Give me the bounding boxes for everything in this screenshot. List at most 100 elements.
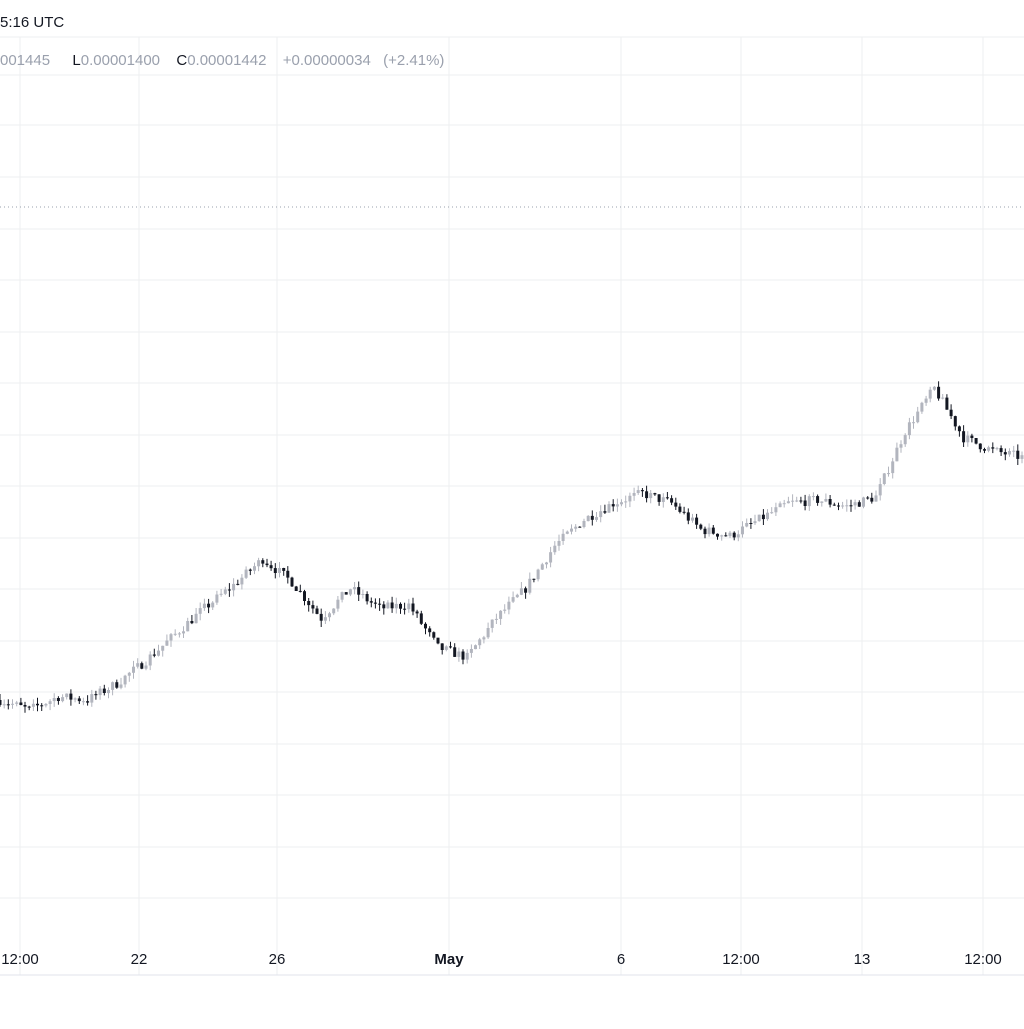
candle-body (632, 493, 636, 496)
candle-body (703, 528, 707, 535)
candle-body (15, 702, 19, 704)
candle-body (2, 704, 6, 706)
candle-body (995, 448, 999, 450)
candle (432, 631, 436, 640)
candle (912, 416, 915, 429)
candle-body (357, 587, 361, 595)
candle-body (837, 505, 840, 507)
candle-body (649, 493, 653, 499)
candle (98, 686, 102, 700)
candle-body (77, 698, 81, 702)
candle (657, 494, 661, 506)
candle-body (194, 613, 198, 624)
candle-body (665, 497, 669, 499)
candle (895, 442, 899, 462)
candle-body (394, 603, 398, 609)
time-text: 5:16 UTC (0, 14, 65, 31)
candle (524, 586, 528, 599)
candle (561, 529, 565, 545)
candle-body (707, 527, 711, 535)
candle (599, 505, 603, 523)
candle (361, 589, 365, 599)
candle-body (699, 524, 703, 529)
candle-body (61, 697, 65, 702)
candle-body (549, 552, 553, 563)
candle-body (486, 628, 490, 638)
candle (945, 394, 949, 410)
candle-body (261, 560, 265, 564)
candle (515, 593, 519, 598)
candle (77, 696, 81, 704)
candle (44, 703, 48, 708)
candle-body (102, 688, 106, 693)
candle (482, 635, 486, 644)
candle (461, 649, 465, 665)
candle-body (570, 528, 573, 532)
candle (390, 596, 394, 613)
candle-body (524, 588, 528, 593)
candle-body (820, 501, 824, 503)
candle-body (816, 496, 820, 503)
low-key: L (72, 52, 81, 69)
candle-body (152, 654, 156, 656)
candle (115, 679, 119, 689)
candle-body (653, 493, 657, 495)
candle (469, 644, 473, 658)
candle (983, 447, 986, 454)
x-tick-label: 13 (854, 951, 871, 968)
candle-body (878, 484, 882, 496)
candle (711, 525, 715, 535)
candle (607, 501, 611, 513)
candle (941, 394, 945, 400)
candle (486, 622, 490, 639)
candle (511, 591, 515, 603)
candle (261, 558, 265, 568)
candle-body (761, 514, 765, 520)
candle (974, 438, 978, 445)
candle (978, 443, 982, 453)
close-key: C (176, 52, 188, 69)
candle (94, 690, 98, 700)
candle (841, 501, 845, 509)
candle (2, 699, 6, 709)
candle-body (173, 633, 177, 635)
candle-body (582, 521, 586, 527)
candle (157, 644, 160, 657)
candle-body (186, 621, 190, 632)
candle-body (741, 526, 744, 535)
candle-body (169, 634, 173, 641)
candle-body (56, 698, 60, 701)
candle (565, 530, 569, 535)
candle (6, 699, 10, 710)
candle (811, 492, 815, 501)
candle-body (1003, 452, 1007, 455)
candle (832, 502, 836, 506)
candle (148, 651, 152, 671)
candle-body (69, 693, 73, 700)
candle-body (519, 588, 523, 595)
candle-body (244, 569, 248, 578)
candle (549, 546, 553, 568)
candle-body (507, 601, 511, 610)
candle-body (411, 603, 415, 612)
candle (716, 533, 719, 540)
candle (703, 526, 707, 539)
candle-body (6, 704, 10, 706)
candle-body (115, 682, 119, 688)
candle-body (365, 594, 369, 602)
candle (357, 581, 361, 601)
open-fragment: 001445 (0, 52, 51, 69)
candle (503, 604, 507, 614)
candle-body (791, 500, 795, 502)
candle (173, 629, 177, 636)
candle-body (895, 447, 899, 462)
candle-body (691, 517, 694, 521)
candle-body (407, 603, 411, 610)
candle (315, 605, 319, 615)
candle-body (98, 688, 102, 696)
candle-body (227, 589, 231, 591)
candle (824, 493, 828, 503)
candle (757, 514, 761, 522)
